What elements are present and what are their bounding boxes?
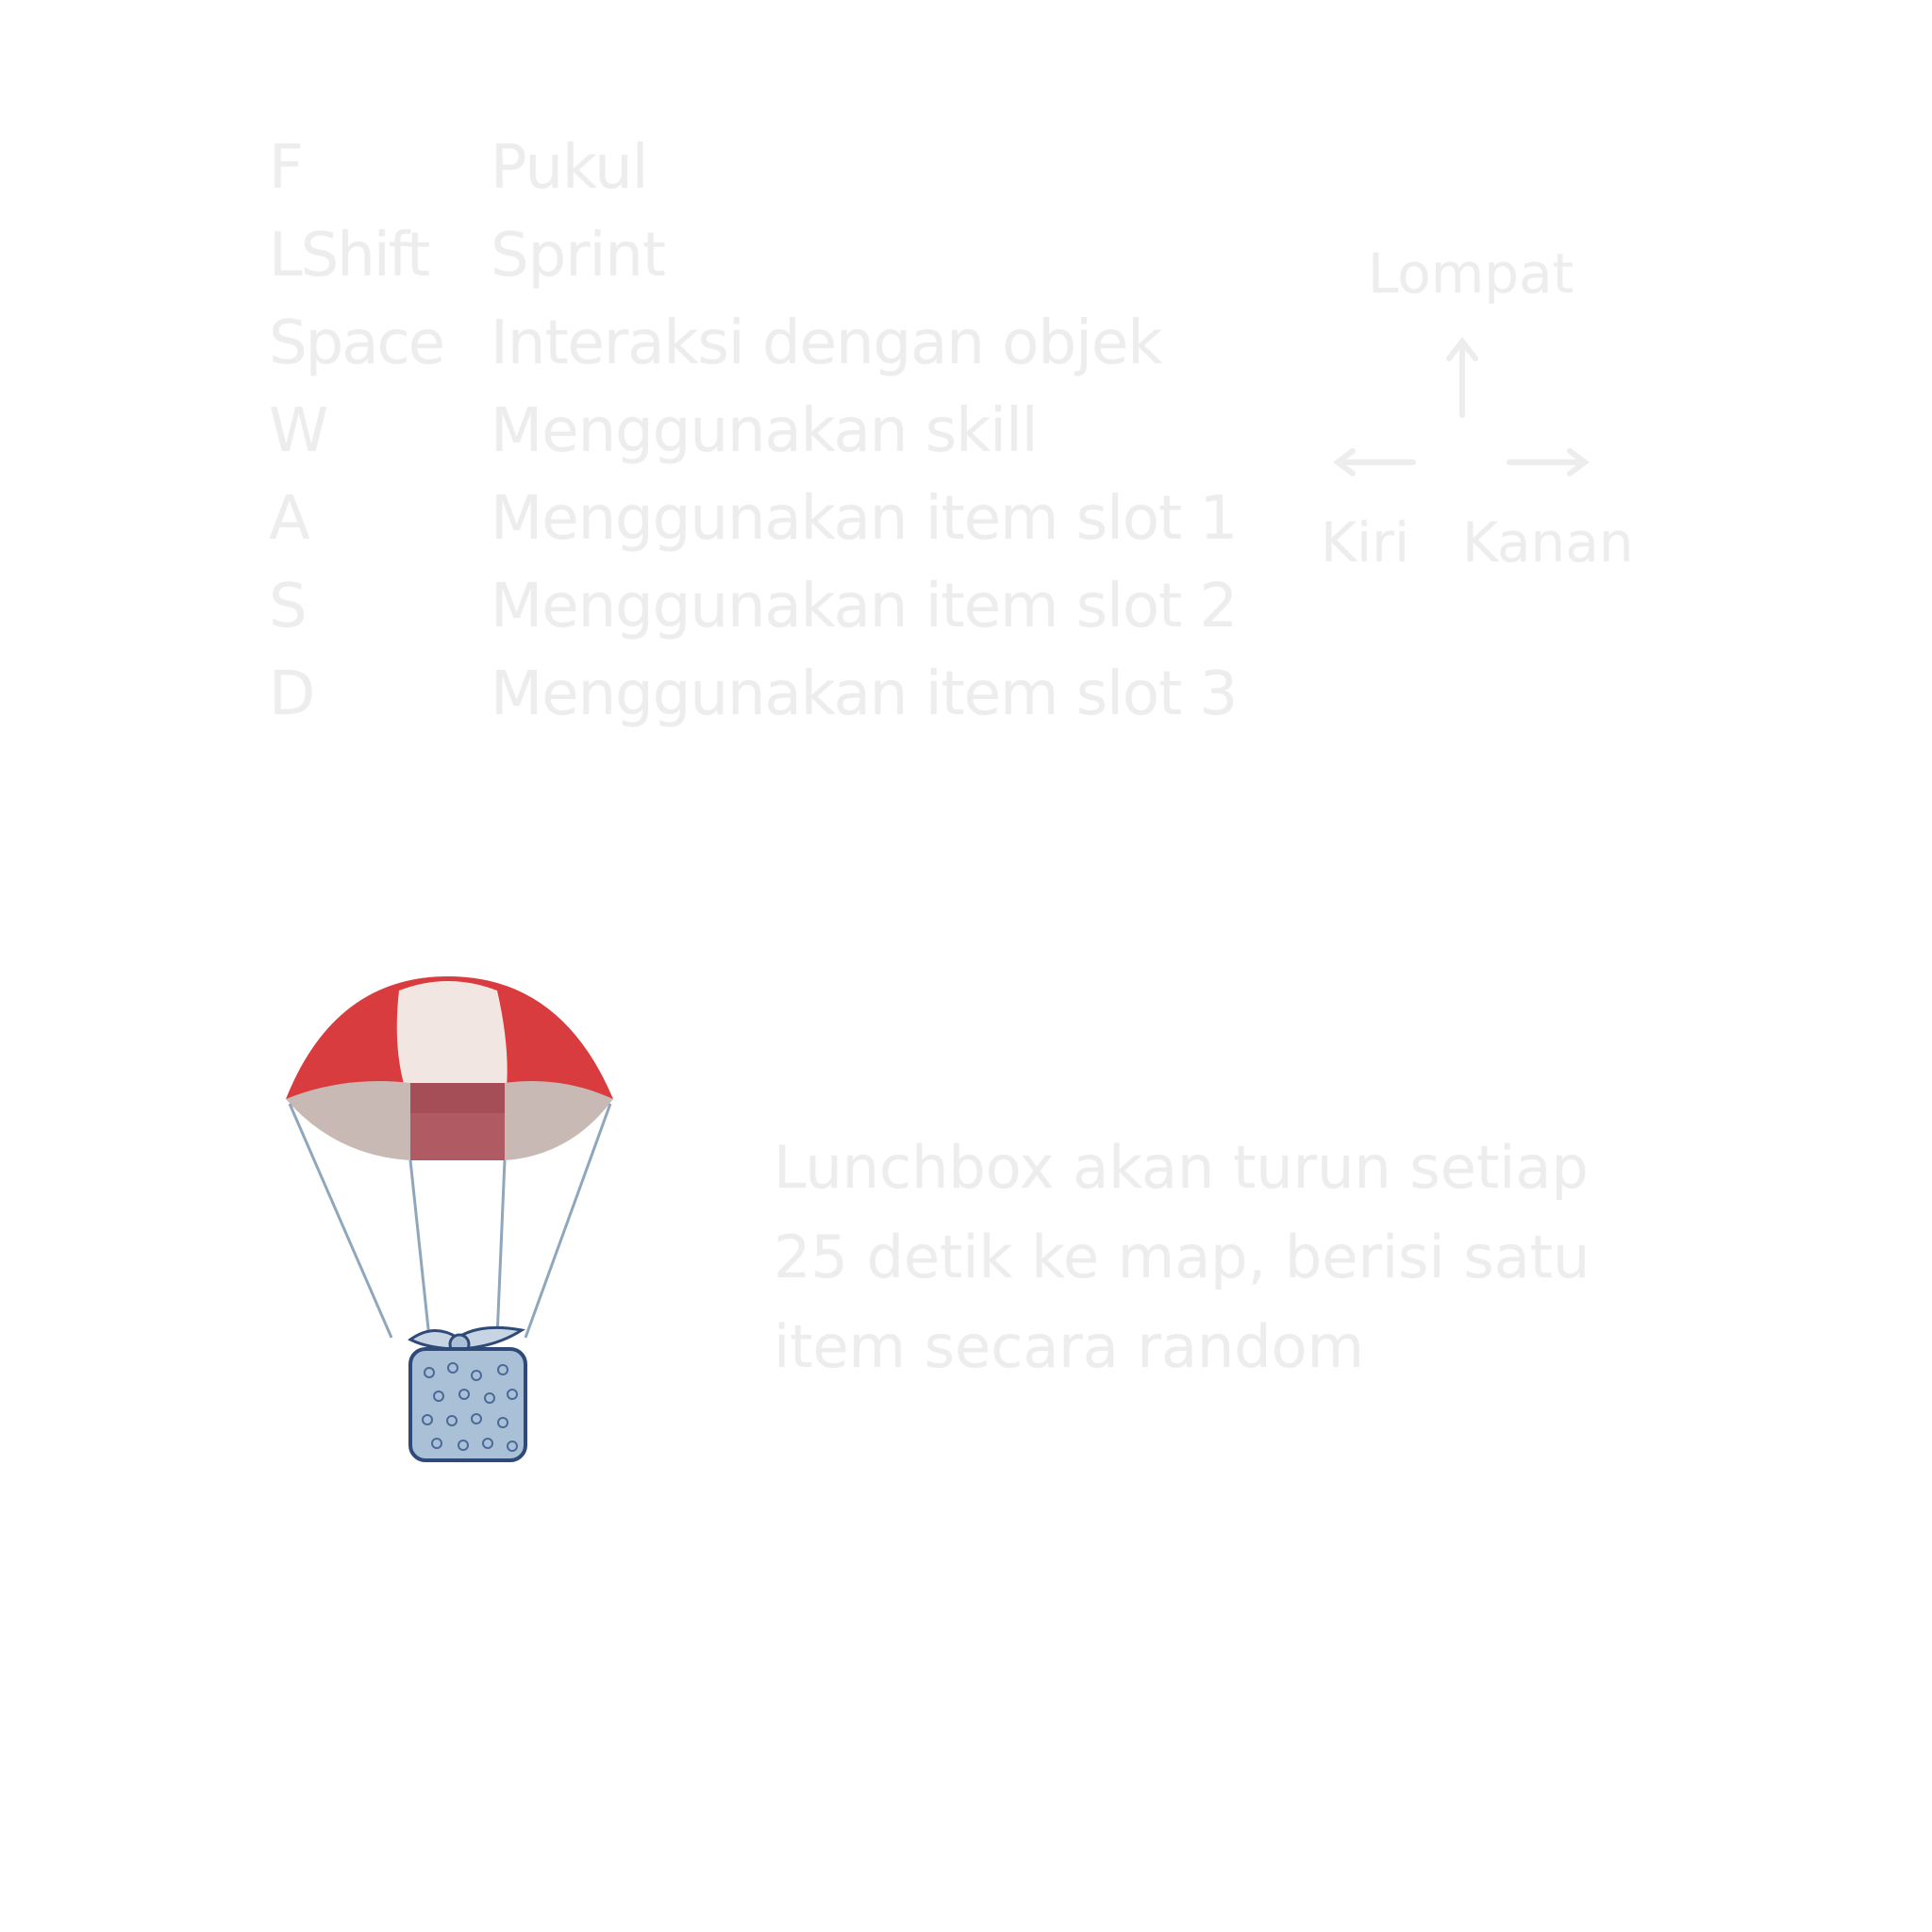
lunchbox-line-2: 25 detik ke map, berisi satu (774, 1223, 1591, 1291)
action-label: Sprint (491, 221, 666, 291)
control-row-punch: F Pukul (269, 130, 1212, 218)
parachute-icon (286, 976, 613, 1462)
key-label: S (269, 572, 308, 641)
right-label: Kanan (1462, 510, 1634, 575)
key-label: LShift (269, 221, 430, 291)
arrow-left-icon (1333, 448, 1416, 476)
lunchbox-line-3: item secara random (774, 1312, 1364, 1381)
control-row-interact: Space Interaksi dengan objek (269, 306, 1212, 393)
action-label: Pukul (491, 133, 648, 203)
arrow-controls: Lompat Kiri Kanan (1321, 236, 1651, 575)
control-row-item-slot-1: A Menggunakan item slot 1 (269, 481, 1238, 569)
action-label: Menggunakan item slot 1 (491, 484, 1238, 554)
arrow-up-icon (1446, 337, 1478, 418)
lunchbox-parachute-image (278, 972, 618, 1475)
lunchbox-line-1: Lunchbox akan turun setiap (774, 1133, 1589, 1202)
control-row-sprint: LShift Sprint (269, 218, 1212, 306)
control-row-item-slot-3: D Menggunakan item slot 3 (269, 657, 1238, 744)
arrow-right-icon (1507, 448, 1590, 476)
key-label: Space (269, 308, 445, 378)
left-label: Kiri (1321, 510, 1410, 575)
key-label: D (269, 659, 315, 729)
key-label: W (269, 396, 328, 466)
key-label: A (269, 484, 310, 554)
controls-list: F Pukul LShift Sprint Space Interaksi de… (269, 130, 1238, 744)
action-label: Menggunakan skill (491, 396, 1039, 466)
action-label: Menggunakan item slot 2 (491, 572, 1238, 641)
lunchbox-description: Lunchbox akan turun setiap 25 detik ke m… (774, 1123, 1623, 1391)
control-row-item-slot-2: S Menggunakan item slot 2 (269, 569, 1238, 657)
jump-label: Lompat (1368, 242, 1574, 306)
action-label: Menggunakan item slot 3 (491, 659, 1238, 729)
key-label: F (269, 133, 304, 203)
arrow-keys-graphic (1333, 337, 1590, 476)
action-label: Interaksi dengan objek (491, 308, 1162, 378)
control-row-skill: W Menggunakan skill (269, 393, 1212, 481)
